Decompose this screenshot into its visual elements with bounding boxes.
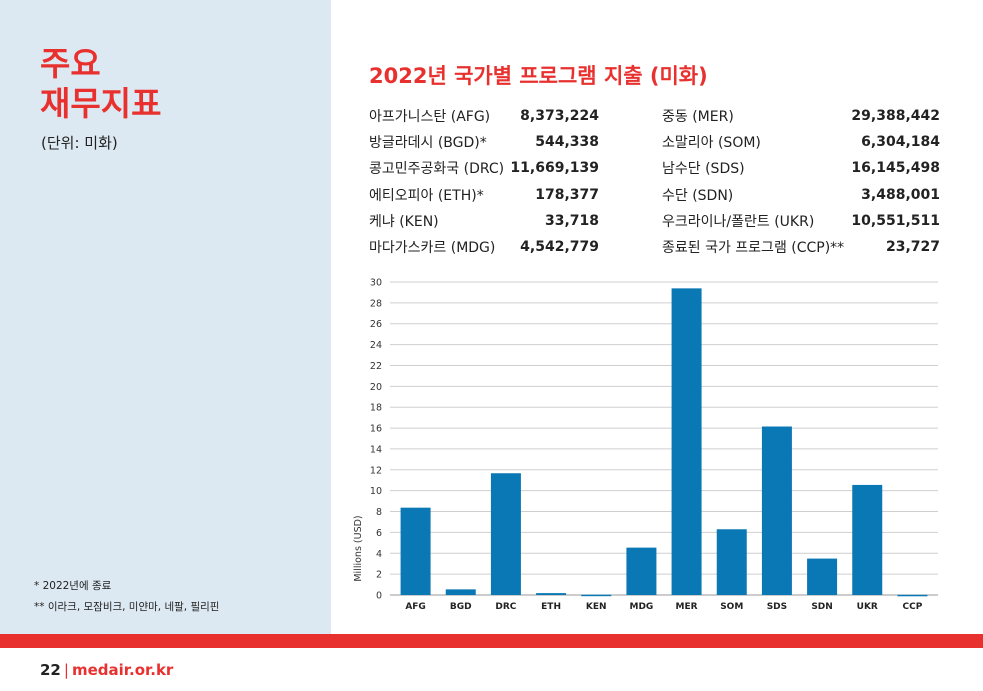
y-tick-label: 8: [376, 507, 382, 518]
amount-value: 16,145,498: [851, 160, 940, 177]
x-tick-label: KEN: [586, 602, 607, 612]
country-name: 소말리아 (SOM): [662, 135, 761, 152]
y-tick-label: 12: [370, 465, 382, 476]
x-tick-label: SOM: [720, 602, 743, 612]
y-tick-label: 2: [376, 570, 382, 581]
table-row: 남수단 (SDS) 16,145,498: [662, 155, 940, 181]
table-row: 방글라데시 (BGD)* 544,338: [369, 129, 599, 155]
bar-sds: [761, 426, 792, 595]
x-tick-label: SDN: [811, 602, 833, 612]
amount-value: 178,377: [535, 186, 599, 203]
country-name: 종료된 국가 프로그램 (CCP)**: [662, 240, 845, 257]
section-title-line1: 주요: [40, 44, 101, 83]
y-tick-label: 24: [370, 340, 382, 351]
table-row: 중동 (MER) 29,388,442: [662, 103, 940, 129]
section-title: 주요 재무지표: [40, 44, 161, 124]
amount-value: 8,373,224: [520, 108, 599, 125]
footnote-closed-programs: ** 이라크, 모잠비크, 미얀마, 네팔, 필리핀: [34, 601, 220, 613]
x-tick-label: UKR: [857, 602, 878, 612]
x-tick-label: MER: [676, 602, 698, 612]
y-tick-label: 30: [370, 278, 382, 289]
website-link[interactable]: medair.or.kr: [71, 661, 174, 679]
x-tick-label: DRC: [495, 602, 516, 612]
chart-title: 2022년 국가별 프로그램 지출 (미화): [369, 64, 708, 88]
x-tick-label: AFG: [405, 602, 426, 612]
country-name: 콩고민주공화국 (DRC): [369, 161, 505, 178]
bar-sdn: [807, 558, 838, 595]
bar-ccp: [897, 594, 928, 597]
bar-bgd: [445, 589, 476, 595]
y-tick-label: 26: [370, 319, 382, 330]
footnotes: * 2022년에 종료 ** 이라크, 모잠비크, 미얀마, 네팔, 필리핀: [34, 576, 219, 618]
country-name: 마다가스카르 (MDG): [369, 240, 496, 257]
y-tick-label: 10: [370, 486, 382, 497]
x-tick-label: BGD: [450, 602, 472, 612]
y-tick-label: 18: [370, 403, 382, 414]
y-tick-label: 4: [376, 549, 382, 560]
y-tick-label: 22: [370, 361, 382, 372]
country-name: 중동 (MER): [662, 109, 734, 126]
page-number: 22: [40, 661, 61, 679]
footer-separator: |: [63, 661, 69, 679]
y-tick-label: 16: [370, 424, 382, 435]
bar-som: [716, 529, 747, 595]
amount-value: 23,727: [885, 239, 940, 256]
x-tick-label: ETH: [541, 602, 561, 612]
sidebar-panel: 주요 재무지표 (단위: 미화) * 2022년에 종료 ** 이라크, 모잠비…: [0, 0, 331, 634]
table-row: 아프가니스탄 (AFG) 8,373,224: [369, 103, 599, 129]
amount-value: 544,338: [535, 134, 599, 151]
table-row: 케냐 (KEN) 33,718: [369, 208, 599, 234]
y-axis-label: Millions (USD): [353, 515, 364, 581]
table-row: 에티오피아 (ETH)* 178,377: [369, 182, 599, 208]
amount-value: 33,718: [544, 212, 599, 229]
table-row: 우크라이나/폴란트 (UKR) 10,551,511: [662, 208, 940, 234]
country-name: 수단 (SDN): [662, 187, 734, 204]
country-name: 케냐 (KEN): [369, 213, 439, 230]
bar-mer: [671, 288, 702, 595]
y-tick-label: 0: [376, 591, 382, 602]
country-name: 아프가니스탄 (AFG): [369, 109, 491, 126]
country-name: 우크라이나/폴란트 (UKR): [662, 213, 815, 230]
footnote-ended: * 2022년에 종료: [34, 580, 112, 592]
bar-drc: [490, 473, 521, 595]
table-row: 수단 (SDN) 3,488,001: [662, 182, 940, 208]
amount-value: 10,551,511: [851, 212, 940, 229]
expenditure-table-left: 아프가니스탄 (AFG) 8,373,224 방글라데시 (BGD)* 544,33…: [369, 103, 599, 260]
page-footer: 22 | medair.or.kr: [40, 661, 173, 679]
country-name: 방글라데시 (BGD)*: [369, 135, 487, 152]
y-tick-label: 20: [370, 382, 382, 393]
x-tick-label: MDG: [630, 602, 654, 612]
section-title-line2: 재무지표: [40, 84, 162, 123]
y-tick-label: 6: [376, 528, 382, 539]
table-row: 종료된 국가 프로그램 (CCP)** 23,727: [662, 234, 940, 260]
amount-value: 6,304,184: [861, 134, 940, 151]
table-row: 마다가스카르 (MDG) 4,542,779: [369, 234, 599, 260]
table-row: 소말리아 (SOM) 6,304,184: [662, 129, 940, 155]
expenditure-table-right: 중동 (MER) 29,388,442 소말리아 (SOM) 6,304,184 남…: [662, 103, 940, 260]
bar-eth: [536, 593, 567, 595]
y-tick-label: 14: [370, 444, 382, 455]
amount-value: 11,669,139: [510, 160, 599, 177]
amount-value: 4,542,779: [520, 239, 599, 256]
bar-mdg: [626, 547, 657, 595]
amount-value: 29,388,442: [851, 108, 940, 125]
country-name: 에티오피아 (ETH)*: [369, 187, 484, 204]
amount-value: 3,488,001: [861, 186, 940, 203]
x-tick-label: CCP: [903, 602, 923, 612]
country-name: 남수단 (SDS): [662, 161, 745, 178]
footer-band: [0, 634, 983, 648]
bar-ken: [581, 594, 612, 597]
bar-afg: [400, 507, 431, 595]
bar-ukr: [852, 484, 883, 595]
x-tick-label: SDS: [767, 602, 787, 612]
table-row: 콩고민주공화국 (DRC) 11,669,139: [369, 155, 599, 181]
y-tick-label: 28: [370, 298, 382, 309]
unit-note: (단위: 미화): [41, 134, 118, 152]
